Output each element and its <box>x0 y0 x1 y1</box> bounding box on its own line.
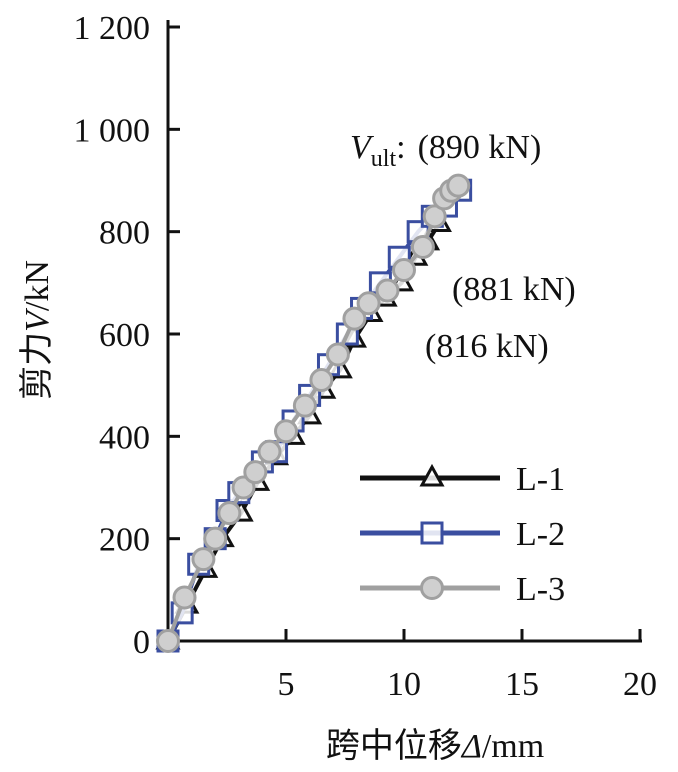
data-point-l-3 <box>243 460 268 485</box>
data-point-l-3 <box>392 258 416 283</box>
data-point-l-3 <box>342 306 367 331</box>
data-point-l-3 <box>172 585 197 610</box>
y-tick-label: 800 <box>99 215 150 252</box>
legend-item-l-2: L-2 <box>360 516 565 553</box>
x-tick-label: 5 <box>278 666 295 703</box>
legend-label: L-1 <box>516 461 565 498</box>
y-tick-label: 0 <box>133 624 150 661</box>
vult-annotation: Vult: (890 kN) <box>350 129 541 172</box>
x-tick-label: 10 <box>387 666 421 703</box>
x-tick-label: 15 <box>505 666 539 703</box>
data-point-l-3 <box>309 368 334 393</box>
series-group <box>155 173 473 653</box>
y-tick-label: 1 000 <box>74 112 151 149</box>
legend: L-1 L-2 L-3 <box>360 461 565 608</box>
data-point-l-3 <box>325 342 350 367</box>
x-tick-label: 20 <box>623 666 657 703</box>
data-point-l-3 <box>156 629 180 653</box>
data-point-l-3 <box>274 419 298 444</box>
data-point-l-3 <box>375 278 400 303</box>
axes: 0 200 400 600 800 1 000 1 200 5 10 15 20 <box>74 10 658 703</box>
legend-item-l-3: L-3 <box>360 571 565 608</box>
y-tick-label: 600 <box>99 317 150 354</box>
data-point-l-3 <box>257 439 282 464</box>
legend-marker-square-icon <box>420 521 444 545</box>
legend-label: L-2 <box>516 516 565 553</box>
data-point-l-3 <box>356 291 381 316</box>
legend-label: L-3 <box>516 571 565 608</box>
y-axis-label: 剪力V/kN <box>18 260 56 400</box>
data-point-l-3 <box>446 173 471 198</box>
legend-marker-triangle-icon <box>419 463 445 487</box>
legend-item-l-1: L-1 <box>360 461 565 498</box>
data-point-l-3 <box>292 393 317 418</box>
y-tick-label: 200 <box>99 522 150 559</box>
x-axis-label: 跨中位移Δ/mm <box>326 727 544 765</box>
annotation-l2: (881 kN) <box>452 271 576 308</box>
data-point-l-3 <box>231 475 256 500</box>
legend-marker-circle-icon <box>420 576 444 600</box>
y-tick-label: 1 200 <box>74 10 151 47</box>
data-point-l-3 <box>203 526 228 551</box>
annotation-l1: (816 kN) <box>425 328 549 365</box>
data-point-l-3 <box>191 547 216 572</box>
y-tick-label: 400 <box>99 419 150 456</box>
series-l-3 <box>156 173 471 653</box>
data-point-l-3 <box>410 235 435 260</box>
data-point-l-3 <box>217 501 242 526</box>
